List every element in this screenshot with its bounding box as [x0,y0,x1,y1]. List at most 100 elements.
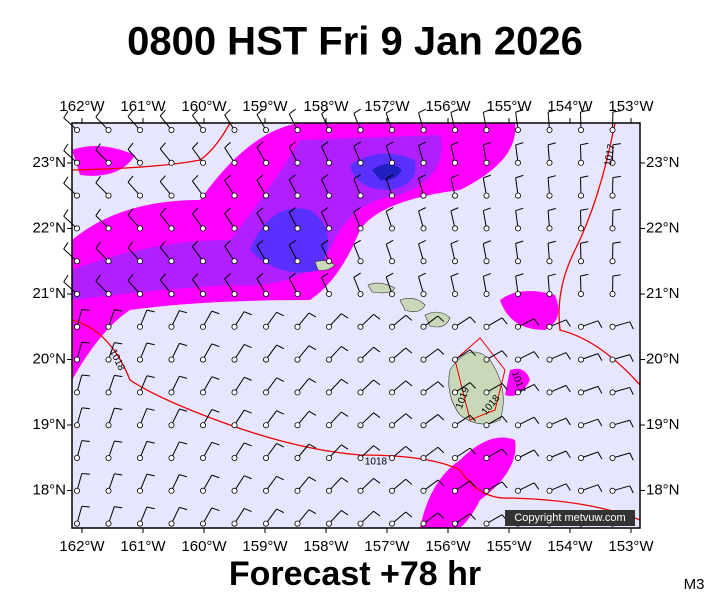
barb-station [137,357,142,362]
barb-station [452,324,457,329]
barb-station [263,455,268,460]
latitude-label: 21°N [32,285,66,302]
barb-station [515,160,520,165]
barb-station [106,160,111,165]
barb-station [295,455,300,460]
barb-station [421,160,426,165]
barb-station [169,488,174,493]
barb-station [452,488,457,493]
latitude-label: 18°N [32,481,66,498]
barb-station [263,127,268,132]
barb-station [232,423,237,428]
barb-feather [64,144,68,151]
barb-station [263,259,268,264]
longitude-label: 162°W [59,538,105,555]
latitude-label: 20°N [646,350,680,367]
barb-station [452,160,457,165]
barb-station [74,193,79,198]
barb-station [74,455,79,460]
barb-station [169,193,174,198]
barb-station [295,259,300,264]
longitude-label: 156°W [425,538,471,555]
barb-station [389,488,394,493]
barb-station [515,488,520,493]
barb-station [421,455,426,460]
barb-station [137,455,142,460]
barb-station [484,423,489,428]
barb-station [263,160,268,165]
barb-station [232,127,237,132]
barb-station [358,193,363,198]
barb-station [484,160,489,165]
longitude-label: 161°W [120,538,166,555]
barb-station [326,390,331,395]
barb-station [295,193,300,198]
barb-station [578,488,583,493]
barb-station [578,291,583,296]
latitude-label: 19°N [32,416,66,433]
barb-station [295,390,300,395]
longitude-label: 153°W [608,538,654,555]
barb-station [74,423,79,428]
barb-feather [64,275,68,282]
barb-station [547,390,552,395]
barb-station [200,160,205,165]
barb-station [547,193,552,198]
barb-station [515,226,520,231]
barb-station [263,390,268,395]
barb-station [515,423,520,428]
barb-station [106,193,111,198]
barb-station [263,488,268,493]
barb-station [263,521,268,526]
longitude-label: 161°W [120,98,166,115]
barb-station [74,259,79,264]
barb-station [421,259,426,264]
barb-station [421,291,426,296]
barb-station [484,455,489,460]
barb-station [421,127,426,132]
barb-station [610,390,615,395]
barb-station [232,291,237,296]
copyright: Copyright metvuw.com [514,512,625,524]
barb-station [169,259,174,264]
barb-station [263,324,268,329]
barb-station [484,390,489,395]
barb-station [358,226,363,231]
barb-station [610,324,615,329]
barb-station [137,390,142,395]
barb-station [326,226,331,231]
longitude-label: 162°W [59,98,105,115]
barb-station [137,193,142,198]
barb-station [421,324,426,329]
barb-station [200,193,205,198]
barb-station [610,291,615,296]
barb-station [106,259,111,264]
longitude-label: 156°W [425,98,471,115]
barb-station [200,259,205,264]
longitude-label: 158°W [303,98,349,115]
barb-station [74,357,79,362]
barb-station [358,357,363,362]
barb-station [137,291,142,296]
barb-station [484,259,489,264]
barb-station [263,357,268,362]
barb-station [232,390,237,395]
barb-station [610,488,615,493]
barb-station [578,127,583,132]
longitude-label: 155°W [486,538,532,555]
barb-station [326,423,331,428]
barb-station [452,291,457,296]
barb-station [169,423,174,428]
barb-station [169,521,174,526]
barb-station [263,226,268,231]
barb-feather [289,109,295,114]
barb-station [169,455,174,460]
barb-station [389,423,394,428]
barb-station [137,324,142,329]
longitude-label: 160°W [181,538,227,555]
barb-station [200,357,205,362]
barb-station [389,521,394,526]
barb-station [578,259,583,264]
barb-station [452,259,457,264]
isobar-label: 1018 [365,457,388,468]
